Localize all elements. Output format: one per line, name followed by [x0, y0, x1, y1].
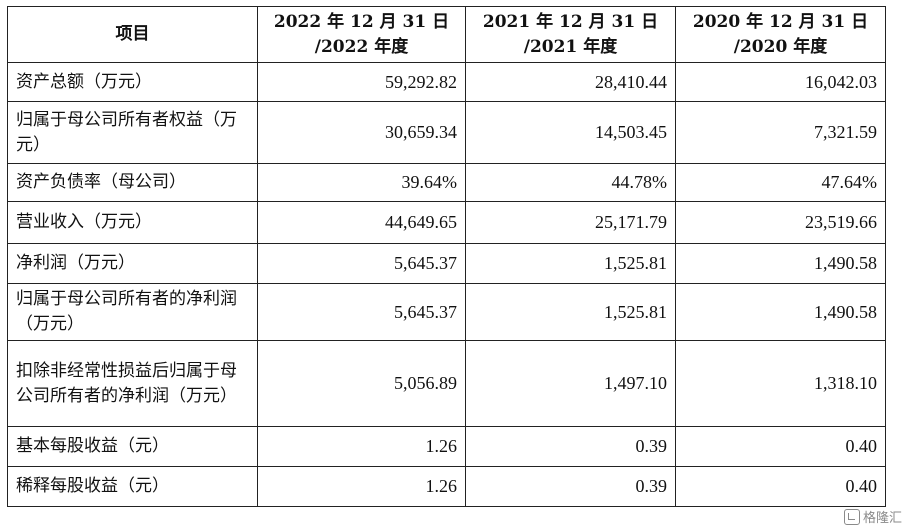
row-label: 资产负债率（母公司） — [7, 163, 258, 202]
row-label: 营业收入（万元） — [7, 201, 258, 244]
cell-2020: 23,519.66 — [675, 201, 886, 244]
cell-2020: 47.64% — [675, 163, 886, 202]
cell-2021: 1,525.81 — [465, 243, 676, 284]
header-2020: 2020 年 12 月 31 日 /2020 年度 — [675, 6, 886, 63]
cell-2020: 16,042.03 — [675, 62, 886, 102]
row-label: 净利润（万元） — [7, 243, 258, 284]
header-2020-year: /2020 年度 — [733, 36, 828, 57]
cell-2022: 39.64% — [257, 163, 466, 202]
cell-2022: 59,292.82 — [257, 62, 466, 102]
header-2021-year: /2021 年度 — [523, 36, 618, 57]
table-row: 归属于母公司所有者权益（万元） 30,659.34 14,503.45 7,32… — [7, 101, 886, 164]
header-2022-year: /2022 年度 — [314, 36, 409, 57]
table-row: 资产总额（万元） 59,292.82 28,410.44 16,042.03 — [7, 62, 886, 102]
table-row: 营业收入（万元） 44,649.65 25,171.79 23,519.66 — [7, 201, 886, 244]
cell-2021: 14,503.45 — [465, 101, 676, 164]
cell-2020: 1,318.10 — [675, 340, 886, 427]
row-label: 扣除非经常性损益后归属于母公司所有者的净利润（万元） — [7, 340, 258, 427]
watermark-text: 格隆汇 — [862, 511, 902, 526]
cell-2021: 28,410.44 — [465, 62, 676, 102]
cell-2022: 5,056.89 — [257, 340, 466, 427]
cell-2021: 1,525.81 — [465, 283, 676, 341]
cell-2021: 0.39 — [465, 426, 676, 467]
cell-2022: 1.26 — [257, 426, 466, 467]
table-row: 稀释每股收益（元） 1.26 0.39 0.40 — [7, 466, 886, 507]
header-item: 项目 — [7, 6, 258, 63]
cell-2020: 0.40 — [675, 466, 886, 507]
cell-2020: 1,490.58 — [675, 283, 886, 341]
header-row: 项目 2022 年 12 月 31 日 /2022 年度 2021 年 12 月… — [7, 6, 886, 63]
row-label: 归属于母公司所有者权益（万元） — [7, 101, 258, 164]
cell-2020: 1,490.58 — [675, 243, 886, 284]
cell-2022: 1.26 — [257, 466, 466, 507]
cell-2022: 5,645.37 — [257, 283, 466, 341]
header-2022: 2022 年 12 月 31 日 /2022 年度 — [257, 6, 466, 63]
watermark: 格隆汇 — [843, 507, 902, 526]
cell-2021: 1,497.10 — [465, 340, 676, 427]
table-row: 净利润（万元） 5,645.37 1,525.81 1,490.58 — [7, 243, 886, 284]
cell-2021: 25,171.79 — [465, 201, 676, 244]
row-label: 归属于母公司所有者的净利润（万元） — [7, 283, 258, 341]
cell-2020: 7,321.59 — [675, 101, 886, 164]
cell-2021: 44.78% — [465, 163, 676, 202]
cell-2020: 0.40 — [675, 426, 886, 467]
row-label: 基本每股收益（元） — [7, 426, 258, 467]
cell-2022: 5,645.37 — [257, 243, 466, 284]
cell-2022: 30,659.34 — [257, 101, 466, 164]
table-row: 基本每股收益（元） 1.26 0.39 0.40 — [7, 426, 886, 467]
row-label: 资产总额（万元） — [7, 62, 258, 102]
table-row: 归属于母公司所有者的净利润（万元） 5,645.37 1,525.81 1,49… — [7, 283, 886, 341]
table-row: 扣除非经常性损益后归属于母公司所有者的净利润（万元） 5,056.89 1,49… — [7, 340, 886, 427]
header-2022-date: 2022 年 12 月 31 日 — [273, 11, 450, 32]
gelonghui-logo-icon — [843, 508, 860, 525]
cell-2022: 44,649.65 — [257, 201, 466, 244]
table-row: 资产负债率（母公司） 39.64% 44.78% 47.64% — [7, 163, 886, 202]
cell-2021: 0.39 — [465, 466, 676, 507]
header-2020-date: 2020 年 12 月 31 日 — [692, 11, 869, 32]
header-2021: 2021 年 12 月 31 日 /2021 年度 — [465, 6, 676, 63]
header-2021-date: 2021 年 12 月 31 日 — [482, 11, 659, 32]
financial-data-table: 项目 2022 年 12 月 31 日 /2022 年度 2021 年 12 月… — [7, 6, 886, 507]
row-label: 稀释每股收益（元） — [7, 466, 258, 507]
